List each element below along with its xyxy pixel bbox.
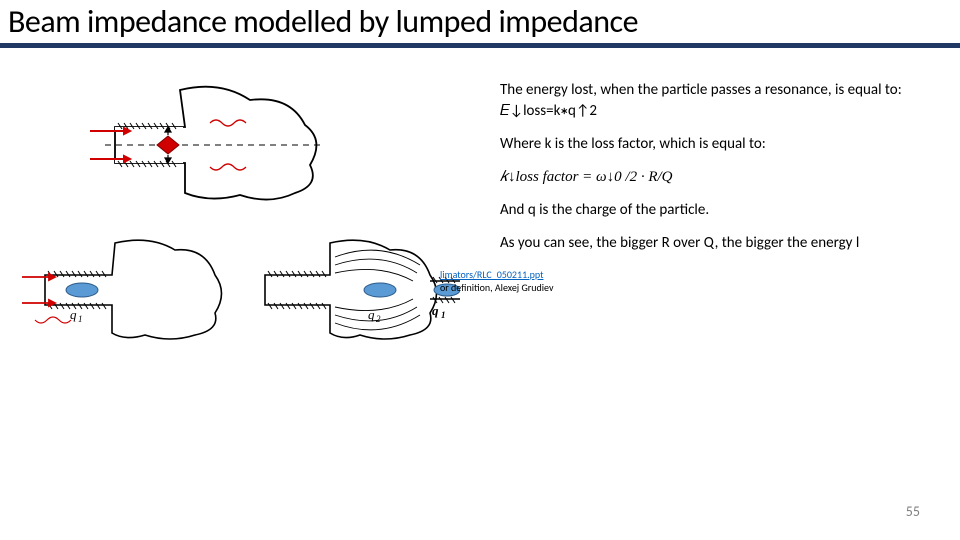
svg-text:2: 2 bbox=[376, 314, 381, 324]
para-lossfactor: Where k is the loss factor, which is equ… bbox=[500, 134, 960, 155]
para-roverq: As you can see, the bigger R over Q, the… bbox=[500, 233, 960, 254]
svg-text:q: q bbox=[432, 303, 439, 318]
svg-text:1: 1 bbox=[78, 314, 83, 324]
reference-link-area: limators/RLC_050211.ppt or definition, A… bbox=[440, 268, 554, 294]
page-title: Beam impedance modelled by lumped impeda… bbox=[8, 2, 638, 41]
svg-text:q: q bbox=[70, 307, 77, 322]
page-number: 55 bbox=[906, 503, 920, 520]
title-bar: Beam impedance modelled by lumped impeda… bbox=[0, 0, 960, 48]
svg-text:1: 1 bbox=[441, 310, 446, 320]
beam-diagram: q 1 bbox=[10, 85, 460, 345]
reference-credit: or definition, Alexej Grudiev bbox=[440, 281, 554, 294]
reference-link[interactable]: limators/RLC_050211.ppt bbox=[440, 268, 543, 281]
para-energy: The energy lost, when the particle passe… bbox=[500, 80, 960, 122]
formula-loss: 𝑘↓loss factor = ω↓0 /2 · R/Q bbox=[500, 167, 960, 188]
svg-text:q: q bbox=[368, 307, 375, 322]
description-text: The energy lost, when the particle passe… bbox=[500, 80, 960, 266]
para-charge: And q is the charge of the particle. bbox=[500, 200, 960, 221]
